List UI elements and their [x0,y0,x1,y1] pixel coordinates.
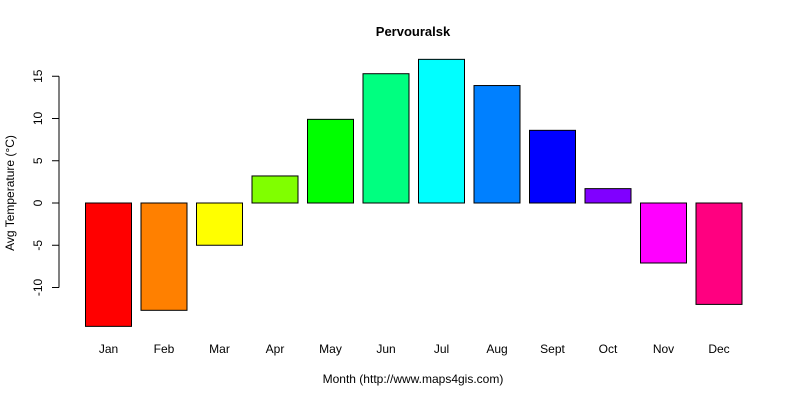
y-tick-label: 10 [31,112,45,126]
bar-jan [85,202,132,327]
x-tick-label: Nov [653,342,674,356]
x-tick-labels: Jan Feb Mar Apr May Jun Jul Aug Sept Oct Nov Dec [99,342,730,356]
bar-mar [196,202,243,246]
bars [85,58,743,327]
bar-aug [473,85,521,204]
bar-nov [640,202,687,264]
x-tick-label: Jul [434,342,449,356]
bar-sept [529,129,576,204]
bar-jun [362,73,410,204]
bar-apr [251,175,299,204]
y-axis-label: Avg Temperature (°C) [3,135,17,251]
bar-may [307,118,354,204]
x-tick-label: Feb [154,342,175,356]
bar-jul [418,58,465,204]
y-tick-label: -10 [31,279,45,297]
y-axis: -10 -5 0 5 10 15 [31,69,60,297]
chart-title: Pervouralsk [376,24,451,39]
x-tick-label: Jan [99,342,118,356]
x-tick-label: May [319,342,342,356]
x-axis-label: Month (http://www.maps4gis.com) [323,372,504,386]
x-tick-label: Mar [209,342,230,356]
x-tick-label: Jun [376,342,395,356]
y-tick-label: 0 [31,199,45,206]
bar-oct [584,188,632,204]
y-tick-label: -5 [31,240,45,251]
y-tick-label: 15 [31,69,45,83]
x-tick-label: Dec [708,342,729,356]
x-tick-label: Aug [486,342,507,356]
bar-dec [695,202,743,305]
y-tick-label: 5 [31,157,45,164]
x-tick-label: Apr [266,342,285,356]
x-tick-label: Oct [599,342,618,356]
x-tick-label: Sept [540,342,565,356]
bar-feb [140,202,188,311]
